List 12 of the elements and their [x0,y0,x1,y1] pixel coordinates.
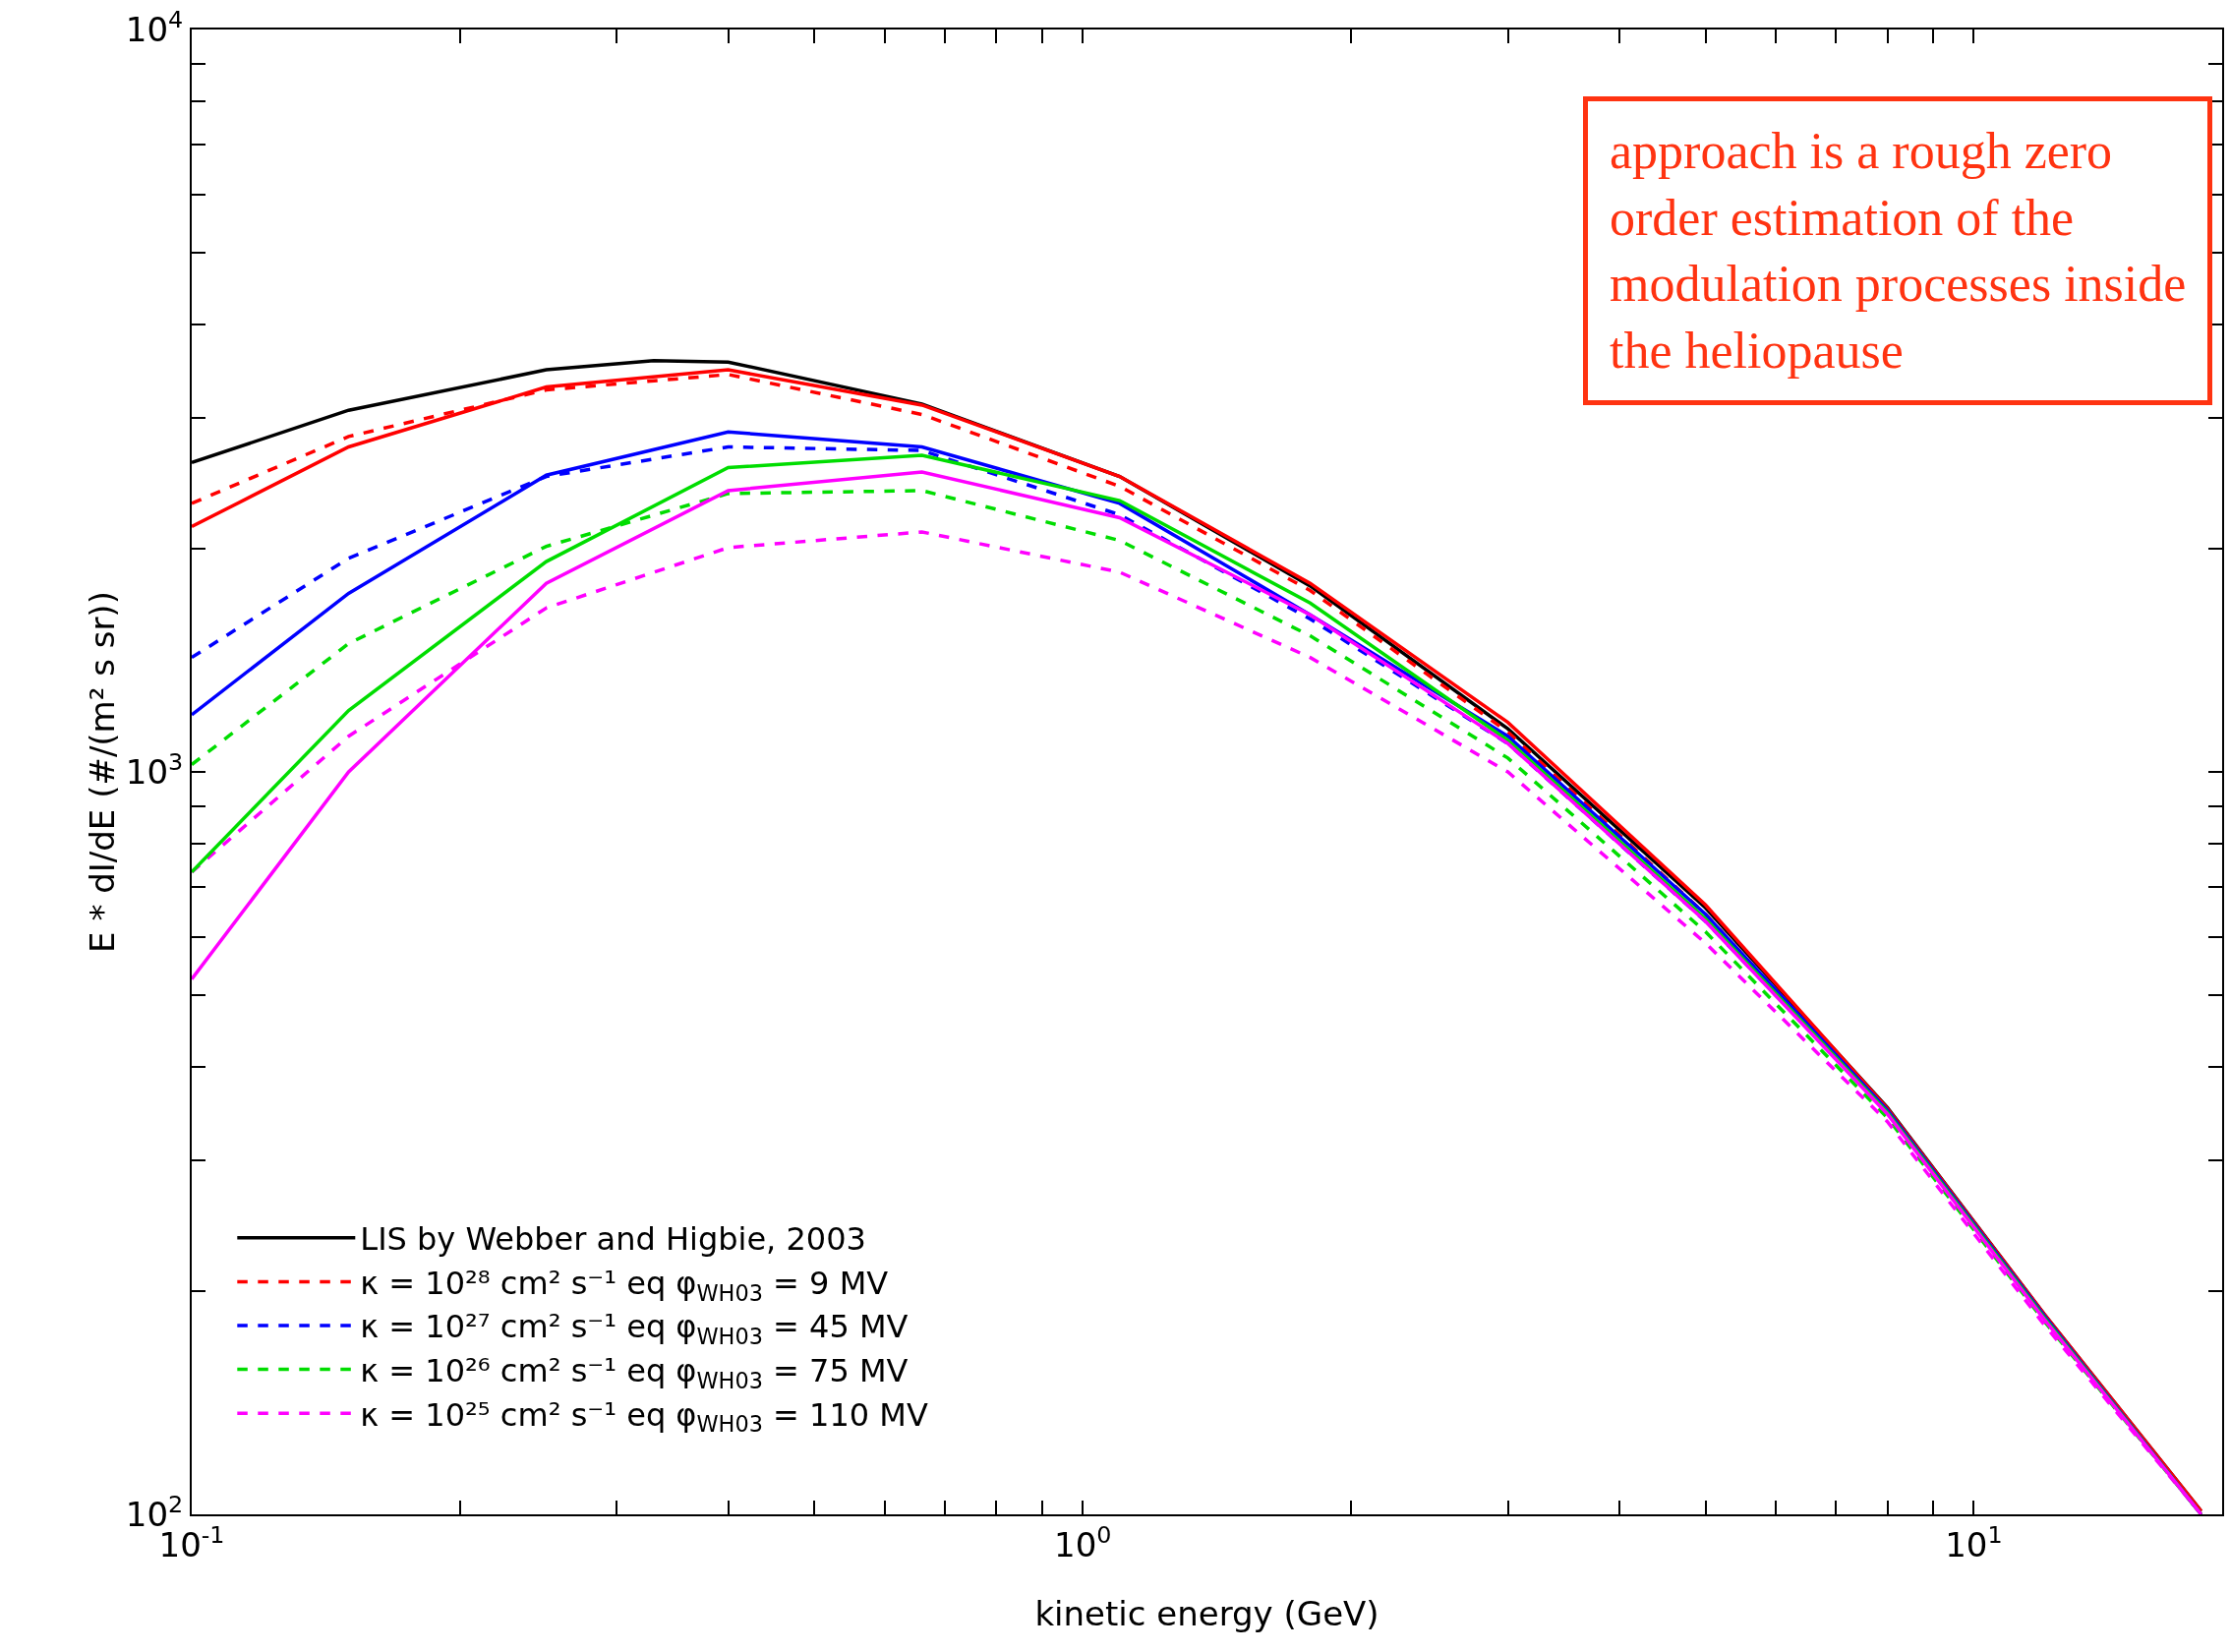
legend-label: κ = 10²⁸ cm² s⁻¹ eq φ$_{WH03}$ = 9 MV [360,1264,889,1306]
legend-label: κ = 10²⁶ cm² s⁻¹ eq φ$_{WH03}$ = 75 MV [360,1352,909,1393]
legend-label: κ = 10²⁷ cm² s⁻¹ eq φ$_{WH03}$ = 45 MV [360,1308,909,1350]
x-tick-label: 10$^{1}$ [1945,1520,2003,1564]
legend-label: κ = 10²⁵ cm² s⁻¹ eq φ$_{WH03}$ = 110 MV [360,1395,928,1438]
x-axis-title: kinetic energy (GeV) [1034,1594,1379,1633]
y-axis-title: E * dI/dE (#/(m² s sr)) [83,591,122,953]
legend-label: LIS by Webber and Higbie, 2003 [360,1220,866,1259]
y-tick-label: 10$^{3}$ [125,747,184,792]
y-tick-label: 10$^{4}$ [125,5,184,49]
annotation: approach is a rough zero order estimation of the modulation processes inside the heliopause [1610,123,2187,379]
x-tick-label: 10$^{0}$ [1054,1520,1112,1564]
